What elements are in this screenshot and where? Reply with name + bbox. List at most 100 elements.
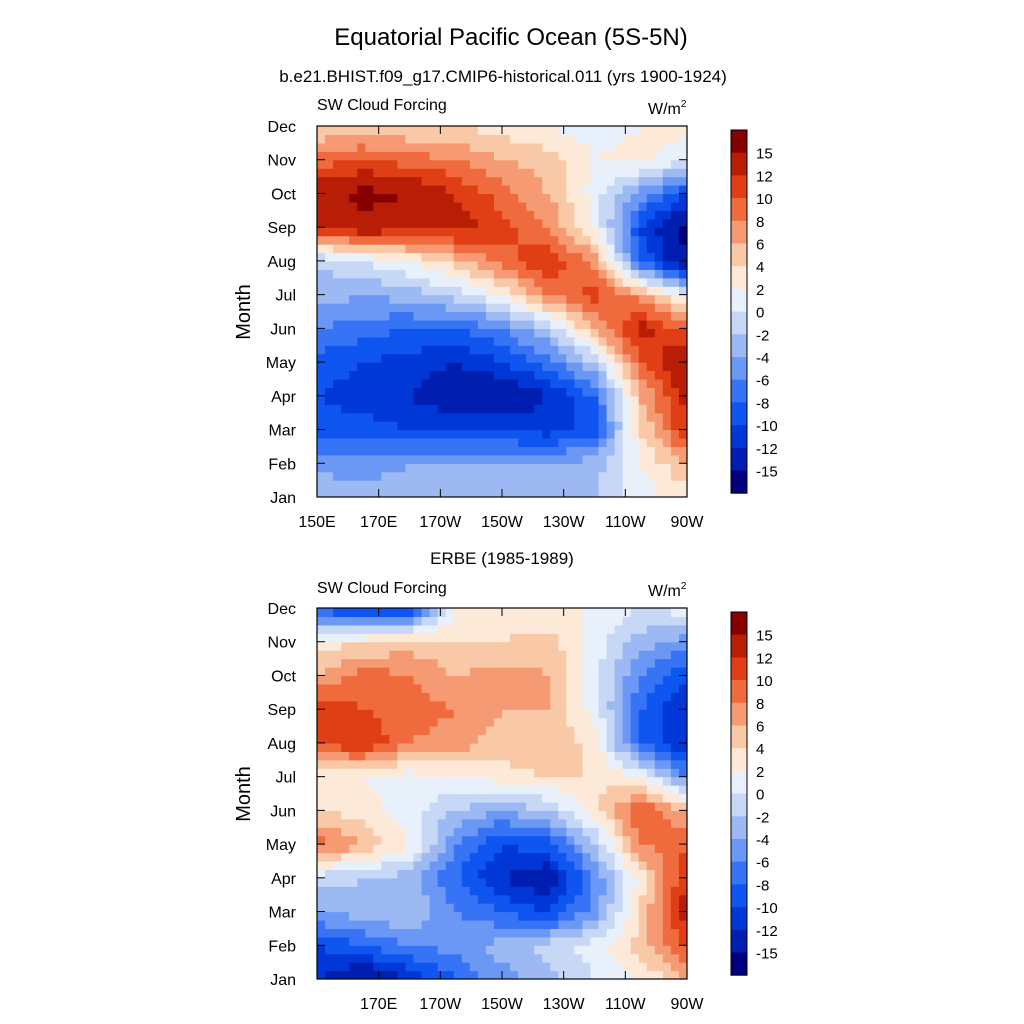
field-cell <box>413 742 423 752</box>
field-cell <box>598 404 608 414</box>
field-cell <box>662 945 672 955</box>
field-cell <box>429 877 439 887</box>
field-cell <box>445 801 455 811</box>
field-cell <box>485 962 495 972</box>
field-cell <box>566 936 575 946</box>
field-cell <box>518 717 527 727</box>
field-cell <box>317 869 326 879</box>
field-cell <box>646 633 656 643</box>
field-cell <box>485 717 495 727</box>
field-cell <box>678 328 687 338</box>
field-cell <box>437 844 447 854</box>
field-cell <box>638 658 648 668</box>
field-cell <box>534 810 543 820</box>
field-cell <box>333 869 342 879</box>
field-cell <box>654 319 664 329</box>
field-cell <box>550 378 559 388</box>
field-cell <box>389 692 399 702</box>
field-cell <box>606 936 616 946</box>
field-cell <box>325 894 334 904</box>
field-cell <box>590 633 600 643</box>
field-cell <box>502 218 511 228</box>
field-cell <box>518 370 527 380</box>
field-cell <box>518 759 527 769</box>
field-cell <box>325 692 334 702</box>
field-cell <box>670 726 680 736</box>
field-cell <box>373 962 382 972</box>
field-cell <box>646 446 656 456</box>
field-cell <box>413 151 423 161</box>
field-cell <box>550 471 559 481</box>
field-cell <box>477 726 487 736</box>
field-cell <box>317 793 326 803</box>
field-cell <box>413 970 423 979</box>
field-cell <box>405 370 415 380</box>
field-cell <box>373 260 382 270</box>
field-cell <box>445 658 455 668</box>
field-cell <box>638 903 648 913</box>
field-cell <box>349 658 358 668</box>
field-cell <box>405 919 415 930</box>
field-cell <box>341 421 350 431</box>
field-cell <box>678 387 687 397</box>
field-cell <box>670 378 680 388</box>
field-cell <box>461 692 471 702</box>
field-cell <box>614 471 624 481</box>
field-cell <box>678 734 687 744</box>
field-cell <box>461 759 471 769</box>
field-cell <box>349 759 358 769</box>
field-cell <box>485 311 495 321</box>
field-cell <box>526 404 535 414</box>
field-cell <box>381 294 390 304</box>
field-cell <box>510 852 519 862</box>
field-cell <box>349 151 358 161</box>
field-cell <box>349 252 358 262</box>
field-cell <box>333 286 342 296</box>
field-cell <box>461 429 471 439</box>
field-cell <box>325 936 334 946</box>
field-cell <box>485 244 495 254</box>
field-cell <box>333 227 342 237</box>
field-cell <box>333 387 342 397</box>
field-cell <box>325 734 334 744</box>
field-cell <box>622 269 632 279</box>
field-cell <box>534 488 543 497</box>
field-cell <box>333 675 342 685</box>
field-cell <box>614 227 624 237</box>
field-cell <box>405 210 415 220</box>
field-cell <box>678 260 687 270</box>
field-cell <box>622 717 632 727</box>
field-cell <box>670 759 680 769</box>
field-cell <box>413 370 423 380</box>
field-cell <box>365 227 374 237</box>
field-cell <box>381 454 390 464</box>
field-cell <box>485 616 495 626</box>
field-cell <box>357 421 366 431</box>
field-cell <box>582 801 592 811</box>
field-cell <box>357 768 366 778</box>
field-cell <box>574 252 584 262</box>
field-cell <box>357 818 366 828</box>
field-cell <box>630 709 640 719</box>
field-cell <box>630 471 640 481</box>
field-cell <box>510 785 519 795</box>
field-cell <box>638 185 648 195</box>
field-cell <box>445 311 455 321</box>
field-cell <box>453 911 463 921</box>
colorbar-box <box>731 470 747 494</box>
field-cell <box>365 928 374 938</box>
field-cell <box>510 953 519 963</box>
field-cell <box>590 412 600 422</box>
field-cell <box>317 801 326 811</box>
field-cell <box>493 709 503 719</box>
field-cell <box>365 801 374 811</box>
field-cell <box>574 650 584 660</box>
field-cell <box>469 168 479 178</box>
field-cell <box>397 294 407 304</box>
field-cell <box>341 683 350 693</box>
field-cell <box>485 463 495 473</box>
field-cell <box>614 370 624 380</box>
field-cell <box>598 936 608 946</box>
field-cell <box>429 454 439 464</box>
field-cell <box>349 835 358 845</box>
